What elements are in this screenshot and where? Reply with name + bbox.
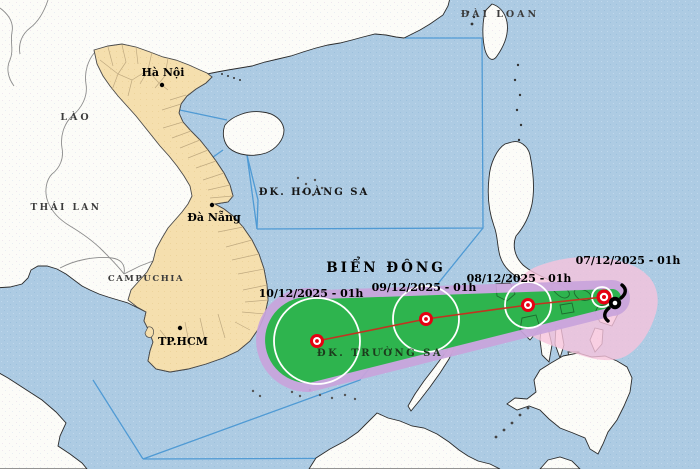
province-borders [99,44,269,349]
position-markers [310,289,612,348]
label-date-08-12: 08/12/2025 - 01h [467,272,572,285]
mindanao-island [506,352,633,455]
label-spratly: ĐK. TRƯỜNG SA [317,347,443,359]
marker-08-12 [521,298,535,312]
hanoi-dot [159,82,165,88]
malay-peninsula [0,372,88,469]
tropical-storm-icon [603,283,627,323]
paracel-island-dots [296,176,324,197]
phu-quoc-island [144,326,154,338]
label-date-07-12: 07/12/2025 - 01h [576,254,681,267]
label-laos: LÀO [60,111,91,123]
forecast-circle-48h [392,285,460,353]
label-cambodia: CAMPUCHIA [108,274,184,284]
palawan-island [407,345,455,412]
hainan-island [222,111,285,156]
maritime-boundary-lines [92,37,484,460]
offshore-island-dots [251,388,357,401]
forecast-cone-probable-zone [265,289,621,384]
country-borders [0,0,154,275]
forecast-circles [273,281,613,385]
label-hcmc: TP.HCM [158,335,208,348]
borneo-island [308,412,581,469]
label-date-09-12: 09/12/2025 - 01h [372,281,477,294]
label-paracel: ĐK. HOÀNG SA [259,186,369,198]
forecast-circle-24h [504,281,552,329]
label-date-10-12: 10/12/2025 - 01h [259,287,364,300]
marker-09-12 [419,312,433,326]
hcmc-dot [177,325,183,331]
city-dots [159,82,215,331]
label-danang: Đà Nẵng [187,211,241,224]
marker-07-12 [596,289,612,305]
label-bien-dong: BIỂN ĐÔNG [326,257,445,276]
marker-10-12 [310,334,324,348]
label-thailand: THÁI LAN [30,201,101,213]
danang-dot [209,202,215,208]
label-taiwan: ĐÀI LOAN [461,8,539,20]
taiwan-island [482,3,508,60]
vietnam-land [93,43,269,373]
forecast-circle-72h [273,297,361,385]
label-hanoi: Hà Nội [142,66,185,79]
forecast-circle-current [591,286,613,308]
minor-islands-north [221,10,523,142]
